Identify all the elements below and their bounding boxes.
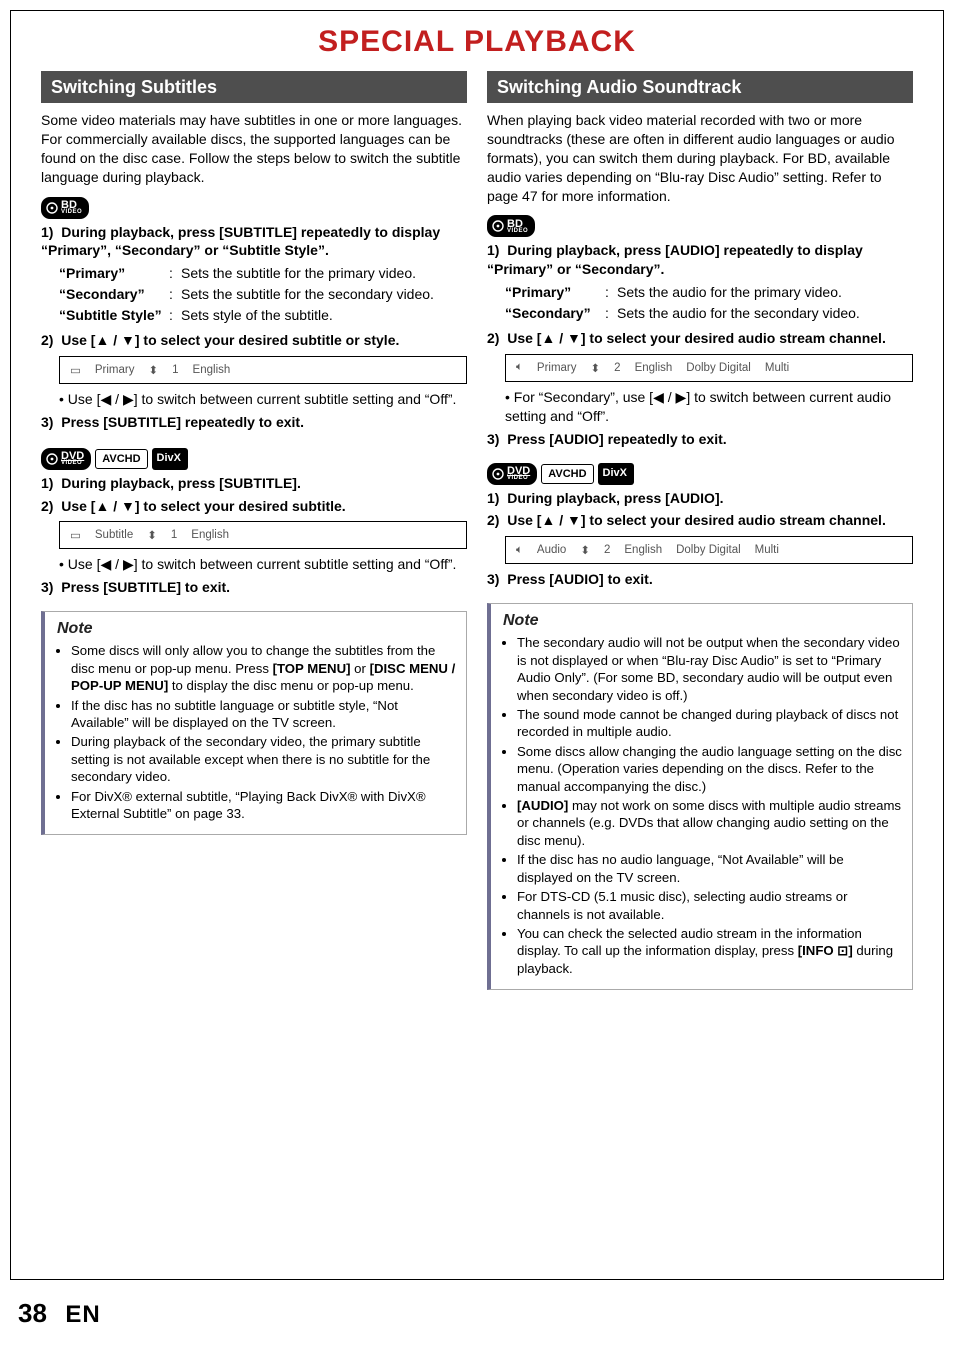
osd-num: 1 xyxy=(171,529,177,541)
bd-label: BDVIDEO xyxy=(61,200,82,215)
osd-box: 🔈︎ Primary ⬍ 2 English Dolby Digital Mul… xyxy=(505,354,913,382)
left-intro: Some video materials may have subtitles … xyxy=(41,111,467,187)
osd-label: Primary xyxy=(537,362,577,374)
updown-icon: ⬍ xyxy=(580,543,590,557)
note-item: For DTS-CD (5.1 music disc), selecting a… xyxy=(517,888,902,923)
def-row: “Subtitle Style”:Sets style of the subti… xyxy=(59,306,467,325)
bd-badge: BDVIDEO xyxy=(41,197,89,219)
osd-lang: English xyxy=(635,362,673,374)
left-column: Switching Subtitles Some video materials… xyxy=(41,71,467,990)
def-row: “Secondary”:Sets the subtitle for the se… xyxy=(59,285,467,304)
left-bd-sub: • Use [◀ / ▶] to switch between current … xyxy=(59,390,467,409)
osd-ch: Multi xyxy=(765,362,789,374)
note-item: For DivX® external subtitle, “Playing Ba… xyxy=(71,788,456,823)
badge-row-bd: BDVIDEO xyxy=(41,197,467,219)
note-item: Some discs will only allow you to change… xyxy=(71,642,456,694)
updown-icon: ⬍ xyxy=(147,528,157,542)
page-number: 38 xyxy=(18,1298,47,1328)
osd-box: ▭ Subtitle ⬍ 1 English xyxy=(59,521,467,549)
right-bd-step3: 3) Press [AUDIO] repeatedly to exit. xyxy=(487,430,913,449)
speaker-icon: 🔈︎ xyxy=(516,544,523,557)
left-bd-step2: 2) Use [▲ / ▼] to select your desired su… xyxy=(41,331,467,350)
osd-label: Primary xyxy=(95,364,135,376)
osd-box: 🔈︎ Audio ⬍ 2 English Dolby Digital Multi xyxy=(505,536,913,564)
osd-lang: English xyxy=(193,364,231,376)
osd-num: 2 xyxy=(604,544,610,556)
left-heading: Switching Subtitles xyxy=(41,71,467,103)
dvd-badge: DVDVIDEO xyxy=(41,448,91,470)
right-dvd-step1: 1) During playback, press [AUDIO]. xyxy=(487,489,913,508)
osd-codec: Dolby Digital xyxy=(686,362,751,374)
osd-box: ▭ Primary ⬍ 1 English xyxy=(59,356,467,384)
def-row: “Secondary”:Sets the audio for the secon… xyxy=(505,304,913,323)
disc-icon xyxy=(46,453,58,465)
subtitle-icon: ▭ xyxy=(70,528,81,542)
note-title: Note xyxy=(57,620,456,638)
left-dvd-step1: 1) During playback, press [SUBTITLE]. xyxy=(41,474,467,493)
note-item: Some discs allow changing the audio lang… xyxy=(517,743,902,795)
bd-label: BDVIDEO xyxy=(507,219,528,234)
right-column: Switching Audio Soundtrack When playing … xyxy=(487,71,913,990)
columns: Switching Subtitles Some video materials… xyxy=(11,71,943,990)
note-list: Some discs will only allow you to change… xyxy=(57,642,456,822)
bd-badge: BDVIDEO xyxy=(487,215,535,237)
dvd-label: DVDVIDEO xyxy=(507,466,530,481)
page-frame: SPECIAL PLAYBACK Switching Subtitles Som… xyxy=(10,10,944,1280)
def-row: “Primary”:Sets the subtitle for the prim… xyxy=(59,264,467,283)
badge-row-dvd: DVDVIDEO AVCHD DivX xyxy=(41,448,467,470)
osd-label: Subtitle xyxy=(95,529,133,541)
right-bd-sub: • For “Secondary”, use [◀ / ▶] to switch… xyxy=(505,388,913,426)
note-title: Note xyxy=(503,612,902,630)
left-bd-step3: 3) Press [SUBTITLE] repeatedly to exit. xyxy=(41,413,467,432)
osd-codec: Dolby Digital xyxy=(676,544,741,556)
disc-icon xyxy=(492,468,504,480)
left-def-table: “Primary”:Sets the subtitle for the prim… xyxy=(59,264,467,325)
dvd-label: DVDVIDEO xyxy=(61,451,84,466)
right-bd-step1: 1) During playback, press [AUDIO] repeat… xyxy=(487,241,913,279)
page-lang: EN xyxy=(65,1301,100,1328)
speaker-icon: 🔈︎ xyxy=(516,361,523,374)
right-bd-step2: 2) Use [▲ / ▼] to select your desired au… xyxy=(487,329,913,348)
left-dvd-step3: 3) Press [SUBTITLE] to exit. xyxy=(41,578,467,597)
left-dvd-sub: • Use [◀ / ▶] to switch between current … xyxy=(59,555,467,574)
def-row: “Primary”:Sets the audio for the primary… xyxy=(505,283,913,302)
subtitle-icon: ▭ xyxy=(70,363,81,377)
right-dvd-step2: 2) Use [▲ / ▼] to select your desired au… xyxy=(487,511,913,530)
avchd-badge: AVCHD xyxy=(541,464,593,484)
divx-badge: DivX xyxy=(598,463,634,485)
osd-lang: English xyxy=(624,544,662,556)
right-def-table: “Primary”:Sets the audio for the primary… xyxy=(505,283,913,323)
osd-num: 2 xyxy=(614,362,620,374)
left-dvd-step2: 2) Use [▲ / ▼] to select your desired su… xyxy=(41,497,467,516)
updown-icon: ⬍ xyxy=(591,361,601,375)
right-heading: Switching Audio Soundtrack xyxy=(487,71,913,103)
note-item: During playback of the secondary video, … xyxy=(71,733,456,785)
page-title: SPECIAL PLAYBACK xyxy=(11,25,943,59)
note-item: If the disc has no subtitle language or … xyxy=(71,697,456,732)
updown-icon: ⬍ xyxy=(149,363,159,377)
note-item: If the disc has no audio language, “Not … xyxy=(517,851,902,886)
note-item: You can check the selected audio stream … xyxy=(517,925,902,977)
osd-ch: Multi xyxy=(755,544,779,556)
right-intro: When playing back video material recorde… xyxy=(487,111,913,205)
disc-icon xyxy=(492,220,504,232)
osd-label: Audio xyxy=(537,544,566,556)
badge-row-dvd: DVDVIDEO AVCHD DivX xyxy=(487,463,913,485)
note-item: The secondary audio will not be output w… xyxy=(517,634,902,704)
note-list: The secondary audio will not be output w… xyxy=(503,634,902,977)
dvd-badge: DVDVIDEO xyxy=(487,463,537,485)
note-item: The sound mode cannot be changed during … xyxy=(517,706,902,741)
left-bd-step1: 1) During playback, press [SUBTITLE] rep… xyxy=(41,223,467,261)
avchd-badge: AVCHD xyxy=(95,449,147,469)
right-note: Note The secondary audio will not be out… xyxy=(487,603,913,990)
divx-badge: DivX xyxy=(152,448,188,470)
disc-icon xyxy=(46,202,58,214)
osd-num: 1 xyxy=(172,364,178,376)
page-footer: 38 EN xyxy=(18,1298,954,1329)
left-note: Note Some discs will only allow you to c… xyxy=(41,611,467,835)
osd-lang: English xyxy=(191,529,229,541)
badge-row-bd: BDVIDEO xyxy=(487,215,913,237)
right-dvd-step3: 3) Press [AUDIO] to exit. xyxy=(487,570,913,589)
note-item: [AUDIO] may not work on some discs with … xyxy=(517,797,902,849)
